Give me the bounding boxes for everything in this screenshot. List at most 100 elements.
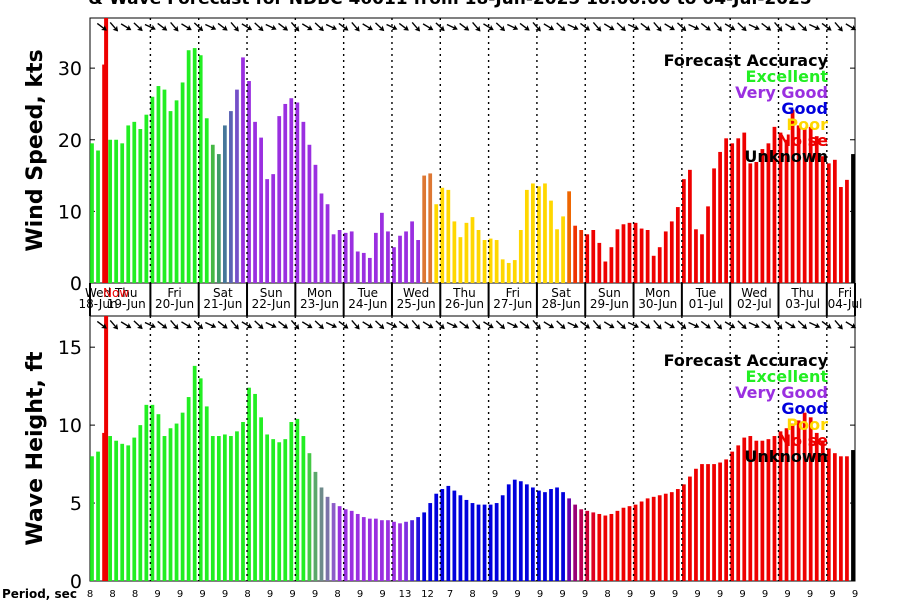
wave-legend-item: Excellent xyxy=(746,367,829,386)
day-name-label: Sun xyxy=(598,286,621,300)
wave-bar xyxy=(96,451,100,581)
wind-bar xyxy=(772,126,777,283)
day-date-label: 28-Jun xyxy=(542,297,581,311)
period-value: 9 xyxy=(852,589,858,600)
arrow-head xyxy=(452,322,458,329)
wave-bar xyxy=(500,495,505,581)
arrow-head xyxy=(512,24,519,31)
period-value: 8 xyxy=(469,589,475,600)
wave-bar xyxy=(416,517,421,581)
wave-legend-item: Unknown xyxy=(744,447,828,466)
wave-bar xyxy=(428,503,433,581)
wind-direction-arrow xyxy=(109,22,119,32)
wind-direction-arrow xyxy=(193,22,204,32)
wind-bar xyxy=(259,137,263,283)
arrow-head xyxy=(620,25,626,32)
wind-bar xyxy=(271,174,276,283)
wave-ytick-label: 0 xyxy=(70,571,82,593)
wind-bar xyxy=(742,132,747,283)
arrow-head xyxy=(523,323,530,329)
wind-bar xyxy=(216,154,221,283)
period-value: 9 xyxy=(807,589,813,600)
wave-bar xyxy=(422,512,427,581)
wind-bar xyxy=(349,231,354,283)
wind-direction-arrow xyxy=(398,22,409,31)
wind-bar xyxy=(114,139,119,283)
wave-direction-arrow xyxy=(761,320,772,329)
period-value: 9 xyxy=(537,589,543,600)
arrow-head xyxy=(633,322,639,329)
arrow-head xyxy=(559,25,566,32)
wave-bar xyxy=(126,445,131,581)
wind-bar xyxy=(706,206,710,283)
wave-direction-arrow xyxy=(193,320,204,330)
arrow-head xyxy=(474,25,481,32)
wave-bar xyxy=(591,512,596,581)
wave-direction-arrow xyxy=(532,320,541,330)
wind-direction-arrow xyxy=(700,22,711,31)
arrow-head xyxy=(814,322,821,329)
wind-direction-arrow xyxy=(627,23,639,31)
arrow-head xyxy=(354,25,360,32)
wind-bar xyxy=(458,237,463,283)
wind-bar xyxy=(416,240,421,283)
wave-legend-item: Poor xyxy=(786,415,828,434)
wave-direction-arrow xyxy=(446,321,458,329)
wind-ytick-label: 10 xyxy=(58,201,82,223)
wind-bar xyxy=(633,222,638,283)
wind-bar xyxy=(778,132,783,283)
wind-bar xyxy=(796,125,801,283)
arrow-head xyxy=(740,25,747,32)
wind-bar xyxy=(229,111,233,283)
wave-bar xyxy=(349,510,354,581)
wave-bar xyxy=(518,481,523,581)
wave-direction-arrow xyxy=(230,320,239,330)
arrow-head xyxy=(656,25,662,32)
wave-bar xyxy=(784,428,789,581)
arrow-head xyxy=(378,25,385,32)
wind-bar xyxy=(325,204,330,283)
wind-bar xyxy=(790,109,795,283)
period-value: 9 xyxy=(514,589,520,600)
wind-direction-arrow xyxy=(809,23,821,31)
wave-bar xyxy=(651,496,656,581)
arrow-head xyxy=(789,24,796,31)
wind-bar xyxy=(235,89,239,284)
wave-panel: 0 5 10 15 Wave Height, ft Forecast AccuracyEx… xyxy=(23,315,857,593)
wind-bar xyxy=(688,169,692,283)
wave-direction-arrow xyxy=(603,321,615,329)
arrow-head xyxy=(161,323,168,329)
day-date-label: 04-Jul xyxy=(828,297,863,311)
wave-bar xyxy=(549,489,553,581)
period-value: 13 xyxy=(399,589,412,600)
wind-bar xyxy=(373,232,378,283)
arrow-head xyxy=(125,322,132,329)
arrow-head xyxy=(293,25,300,32)
wave-bar xyxy=(814,432,819,581)
wave-ylabel: Wave Height, ft xyxy=(23,351,48,546)
wave-bar xyxy=(524,484,529,581)
wind-bar xyxy=(549,200,553,283)
arrow-head xyxy=(669,322,675,329)
arrow-head xyxy=(125,24,132,31)
wind-bar xyxy=(543,183,547,283)
period-value: 8 xyxy=(87,589,93,600)
wave-bar xyxy=(669,492,674,581)
wind-bar xyxy=(222,125,227,283)
day-date-label: 30-Jun xyxy=(638,297,677,311)
wind-bar xyxy=(210,144,215,283)
period-value: 9 xyxy=(627,589,633,600)
wind-bar xyxy=(808,126,813,283)
arrow-head xyxy=(172,25,179,32)
arrow-head xyxy=(318,323,324,330)
arrow-head xyxy=(438,323,445,330)
wave-bar xyxy=(603,515,608,581)
arrow-head xyxy=(837,323,843,330)
period-value: 9 xyxy=(379,589,385,600)
wind-direction-arrow xyxy=(422,23,434,31)
wave-bar xyxy=(337,506,342,581)
wave-bar xyxy=(198,378,203,581)
wave-bar xyxy=(229,436,233,581)
wave-bar xyxy=(156,414,161,581)
wind-bar xyxy=(168,111,173,283)
